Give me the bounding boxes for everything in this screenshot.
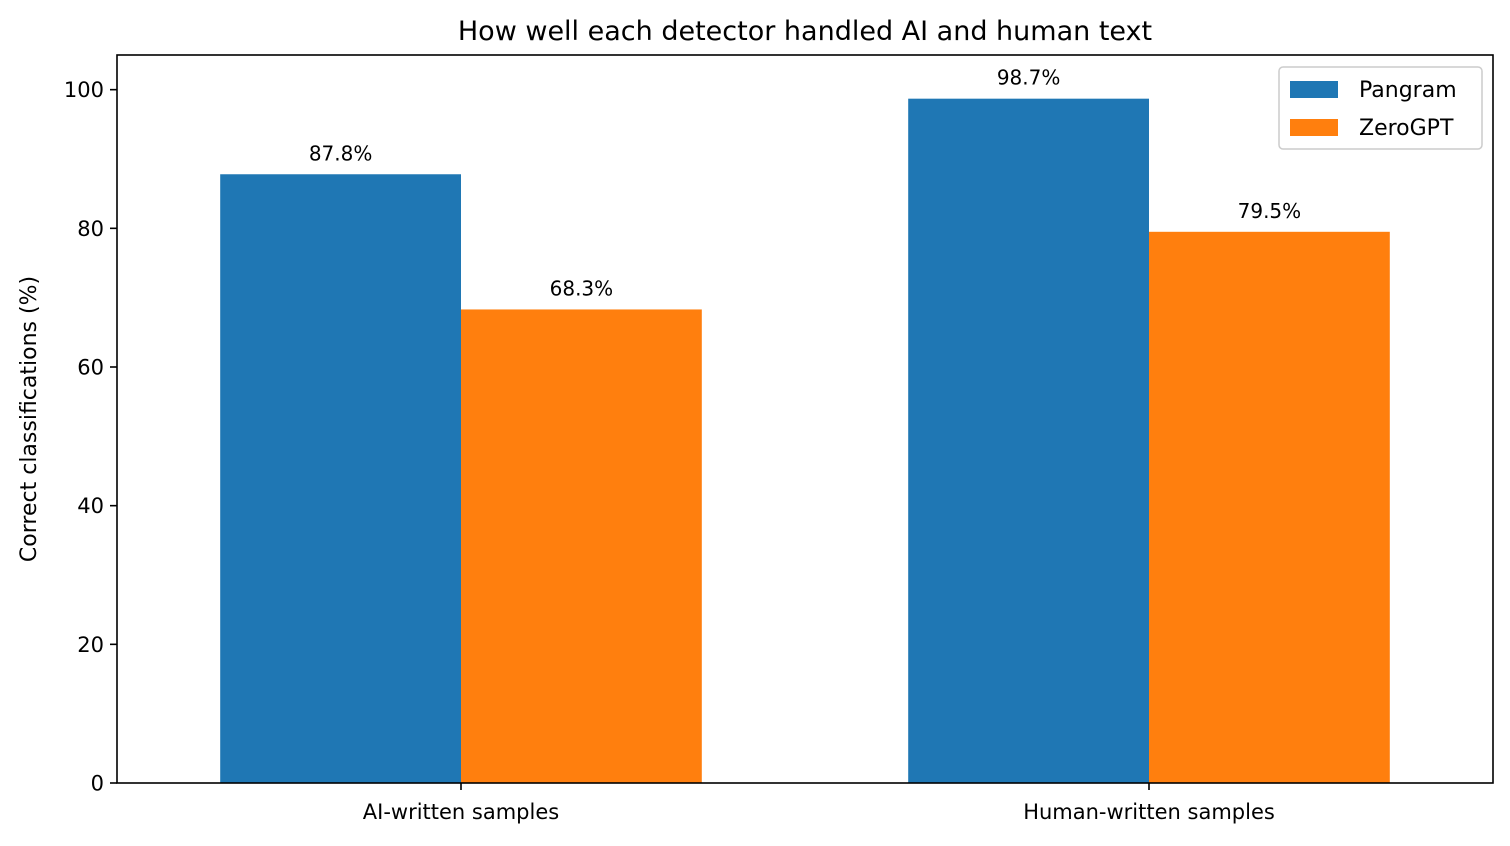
bar-value-label-pangram-human-written-samples: 98.7% bbox=[997, 66, 1061, 90]
bar-pangram-ai-written-samples bbox=[220, 174, 461, 784]
y-tick-label: 40 bbox=[77, 494, 104, 518]
bar-pangram-human-written-samples bbox=[908, 98, 1149, 784]
bar-zerogpt-ai-written-samples bbox=[461, 309, 702, 783]
bar-zerogpt-human-written-samples bbox=[1149, 231, 1390, 784]
bar-value-label-zerogpt-ai-written-samples: 68.3% bbox=[550, 276, 614, 300]
y-tick-label: 60 bbox=[77, 356, 104, 380]
plot-frame bbox=[116, 54, 1494, 784]
legend-swatch-pangram bbox=[1290, 81, 1338, 98]
plot-area: 87.8% 98.7% 68.3% 79.5% 0 20 40 60 80 100 AI-writt… bbox=[64, 54, 1494, 824]
legend-label-pangram: Pangram bbox=[1359, 78, 1457, 103]
y-tick-label: 0 bbox=[91, 772, 104, 796]
y-tick-label: 20 bbox=[77, 633, 104, 657]
bar-value-label-pangram-ai-written-samples: 87.8% bbox=[309, 141, 373, 165]
x-tick-label: AI-written samples bbox=[363, 800, 559, 824]
chart-title: How well each detector handled AI and hu… bbox=[458, 16, 1152, 47]
legend-label-zerogpt: ZeroGPT bbox=[1359, 116, 1454, 141]
x-tick-label: Human-written samples bbox=[1023, 800, 1275, 824]
y-tick-label: 100 bbox=[64, 78, 104, 102]
y-tick-label: 80 bbox=[77, 217, 104, 241]
bar-value-label-zerogpt-human-written-samples: 79.5% bbox=[1238, 199, 1302, 223]
y-axis-label: Correct classifications (%) bbox=[17, 276, 42, 562]
legend-swatch-zerogpt bbox=[1290, 119, 1338, 136]
